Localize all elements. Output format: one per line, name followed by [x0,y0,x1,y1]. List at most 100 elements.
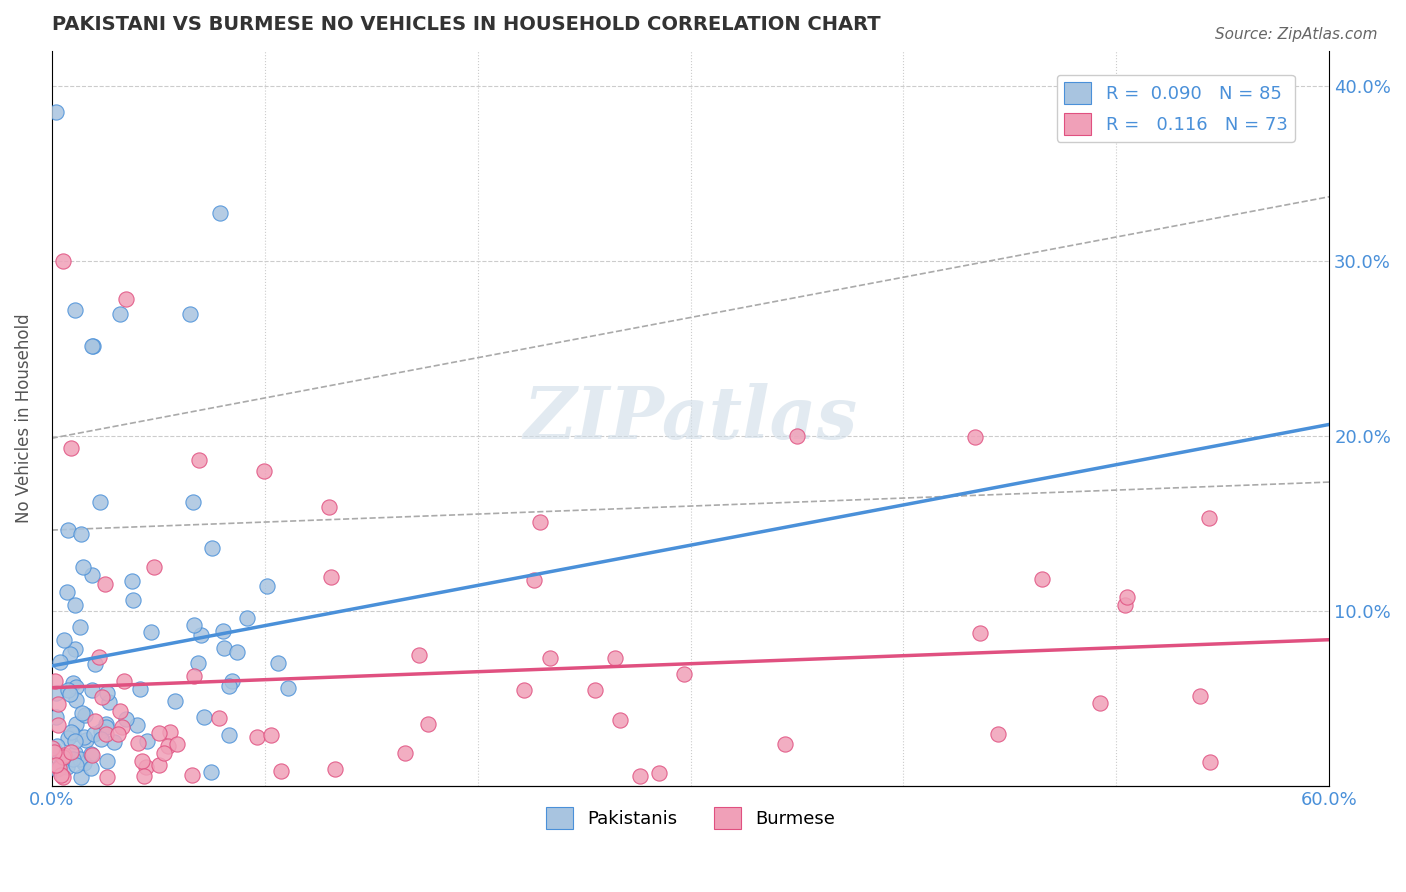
Burmese [628,769,651,783]
Pakistanis [82,683,104,698]
Pakistanis [83,727,105,741]
Pakistanis [277,681,299,695]
Text: ZIPatlas: ZIPatlas [523,384,858,454]
Burmese [143,560,166,574]
Burmese [1189,689,1212,703]
Burmese [513,683,536,698]
Pakistanis [190,628,212,642]
Pakistanis [63,598,86,612]
Pakistanis [72,559,94,574]
Burmese [416,716,439,731]
Burmese [52,770,75,784]
Pakistanis [45,710,67,724]
Burmese [132,769,155,783]
Pakistanis [193,710,215,724]
Pakistanis [49,655,72,669]
Pakistanis [201,541,224,555]
Pakistanis [49,759,72,773]
Pakistanis [65,693,87,707]
Pakistanis [200,765,222,780]
Pakistanis [65,302,87,317]
Burmese [60,745,83,759]
Burmese [166,737,188,751]
Burmese [270,764,292,778]
Burmese [82,747,104,762]
Burmese [48,761,70,775]
Pakistanis [90,732,112,747]
Burmese [187,453,209,467]
Pakistanis [70,706,93,721]
Pakistanis [267,656,290,670]
Burmese [111,720,134,734]
Pakistanis [73,756,96,770]
Pakistanis [80,568,103,582]
Pakistanis [183,618,205,632]
Pakistanis [94,717,117,731]
Burmese [44,673,66,688]
Burmese [529,515,551,529]
Burmese [963,429,986,443]
Burmese [148,758,170,772]
Legend: Pakistanis, Burmese: Pakistanis, Burmese [538,800,842,837]
Pakistanis [225,645,247,659]
Burmese [148,725,170,739]
Burmese [127,736,149,750]
Burmese [603,651,626,665]
Pakistanis [183,495,205,509]
Pakistanis [179,307,201,321]
Burmese [1199,755,1222,769]
Pakistanis [80,761,103,775]
Pakistanis [63,733,86,747]
Pakistanis [97,695,120,709]
Pakistanis [75,732,97,747]
Burmese [181,768,204,782]
Pakistanis [221,674,243,689]
Burmese [96,770,118,784]
Pakistanis [218,679,240,693]
Pakistanis [236,611,259,625]
Text: Source: ZipAtlas.com: Source: ZipAtlas.com [1215,27,1378,42]
Pakistanis [187,656,209,670]
Burmese [94,577,117,591]
Burmese [318,500,340,514]
Burmese [96,727,118,741]
Pakistanis [211,624,233,638]
Burmese [131,754,153,768]
Burmese [183,669,205,683]
Burmese [648,766,671,780]
Pakistanis [56,523,79,537]
Pakistanis [63,642,86,657]
Burmese [52,750,75,764]
Pakistanis [163,693,186,707]
Burmese [41,740,63,755]
Pakistanis [65,746,87,760]
Burmese [87,649,110,664]
Pakistanis [45,686,67,700]
Burmese [969,626,991,640]
Burmese [323,762,346,776]
Burmese [672,666,695,681]
Pakistanis [59,724,82,739]
Pakistanis [56,760,79,774]
Pakistanis [103,735,125,749]
Burmese [115,292,138,306]
Burmese [112,674,135,689]
Pakistanis [89,495,111,509]
Burmese [319,570,342,584]
Pakistanis [83,657,105,671]
Burmese [253,464,276,478]
Burmese [394,746,416,760]
Pakistanis [108,307,131,321]
Pakistanis [62,726,84,740]
Burmese [159,725,181,739]
Burmese [208,711,231,725]
Pakistanis [62,752,84,766]
Burmese [46,718,69,732]
Text: PAKISTANI VS BURMESE NO VEHICLES IN HOUSEHOLD CORRELATION CHART: PAKISTANI VS BURMESE NO VEHICLES IN HOUS… [52,15,880,34]
Burmese [609,713,631,727]
Pakistanis [122,593,145,607]
Pakistanis [53,632,76,647]
Burmese [1198,511,1220,525]
Burmese [135,760,157,774]
Burmese [157,739,180,753]
